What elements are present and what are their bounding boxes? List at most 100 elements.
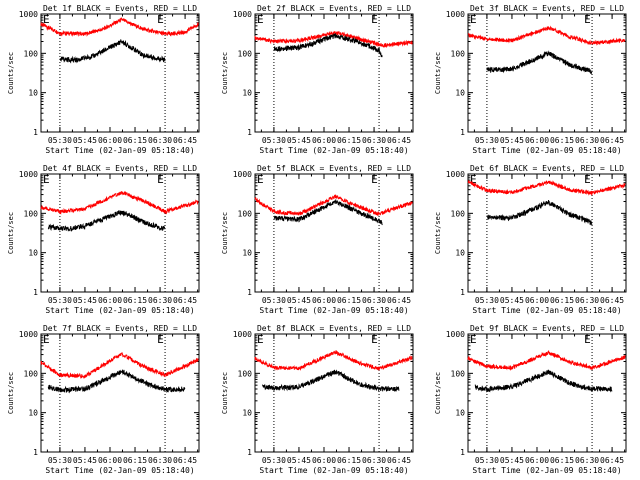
x-tick-label: 06:45 bbox=[173, 136, 197, 145]
plot-frame bbox=[467, 173, 627, 293]
marker-label: E bbox=[157, 333, 164, 346]
marker-label: E bbox=[371, 333, 378, 346]
marker-label: E bbox=[257, 13, 264, 26]
detector-panel: Det 3f BLACK = Events, RED = LLD 1 10 100 10… bbox=[434, 4, 627, 155]
x-tick-label: 06:45 bbox=[387, 296, 411, 305]
x-tick-label: 05:30 bbox=[475, 136, 499, 145]
detector-panel: Det 1f BLACK = Events, RED = LLD 1 10 100 10… bbox=[7, 4, 200, 155]
y-tick-label: 1 bbox=[460, 288, 465, 297]
x-tick-label: 05:45 bbox=[500, 456, 524, 465]
y-tick-label: 10 bbox=[28, 89, 38, 98]
event-rate-line bbox=[474, 369, 613, 393]
x-tick-label: 06:15 bbox=[337, 456, 361, 465]
x-axis-label: Start Time (02-Jan-09 05:18:40) bbox=[472, 146, 621, 155]
x-tick-label: 05:30 bbox=[48, 456, 72, 465]
x-axis-label: Start Time (02-Jan-09 05:18:40) bbox=[259, 306, 408, 315]
y-tick-label: 1 bbox=[33, 448, 38, 457]
x-tick-label: 06:00 bbox=[312, 456, 336, 465]
x-tick-label: 05:30 bbox=[262, 296, 286, 305]
x-tick-label: 06:00 bbox=[312, 296, 336, 305]
y-tick-label: 100 bbox=[24, 369, 39, 378]
panel-title: Det 5f BLACK = Events, RED = LLD bbox=[257, 164, 411, 173]
x-axis-label: Start Time (02-Jan-09 05:18:40) bbox=[472, 466, 621, 475]
detector-panel: Det 9f BLACK = Events, RED = LLD 1 10 100 10… bbox=[434, 324, 627, 475]
marker-label: E bbox=[584, 333, 591, 346]
x-tick-label: 06:45 bbox=[173, 296, 197, 305]
y-axis-label: Counts/sec bbox=[7, 372, 15, 414]
y-tick-label: 10 bbox=[28, 249, 38, 258]
plot-frame bbox=[467, 13, 627, 133]
detector-panel: Det 2f BLACK = Events, RED = LLD 1 10 100 10… bbox=[221, 4, 414, 155]
lld-rate-line bbox=[254, 194, 413, 217]
detector-panel: Det 6f BLACK = Events, RED = LLD 1 10 100 10… bbox=[434, 164, 627, 315]
x-tick-label: 06:00 bbox=[98, 456, 122, 465]
y-tick-label: 10 bbox=[242, 89, 252, 98]
plot-frame bbox=[254, 173, 414, 293]
x-tick-label: 05:45 bbox=[73, 296, 97, 305]
marker-label: E bbox=[470, 13, 477, 26]
detector-panel: Det 5f BLACK = Events, RED = LLD 1 10 100 10… bbox=[221, 164, 414, 315]
x-tick-label: 06:00 bbox=[98, 296, 122, 305]
x-tick-label: 05:45 bbox=[73, 136, 97, 145]
x-tick-label: 06:00 bbox=[525, 296, 549, 305]
plot-frame bbox=[254, 333, 414, 453]
x-tick-label: 06:30 bbox=[362, 296, 386, 305]
x-tick-label: 06:45 bbox=[600, 456, 624, 465]
y-tick-label: 1 bbox=[247, 128, 252, 137]
y-tick-label: 1000 bbox=[446, 170, 465, 179]
marker-label: E bbox=[584, 13, 591, 26]
x-tick-label: 06:00 bbox=[98, 136, 122, 145]
x-tick-label: 05:45 bbox=[500, 296, 524, 305]
plot-frame bbox=[40, 13, 200, 133]
y-tick-label: 100 bbox=[238, 49, 253, 58]
marker-label: E bbox=[371, 13, 378, 26]
marker-label: E bbox=[43, 13, 50, 26]
y-tick-label: 100 bbox=[24, 49, 39, 58]
marker-label: E bbox=[157, 13, 164, 26]
y-axis-label: Counts/sec bbox=[221, 212, 229, 254]
y-tick-label: 1 bbox=[460, 128, 465, 137]
x-tick-label: 06:45 bbox=[387, 136, 411, 145]
x-tick-label: 05:45 bbox=[73, 456, 97, 465]
x-tick-label: 06:00 bbox=[525, 456, 549, 465]
x-tick-label: 05:30 bbox=[262, 456, 286, 465]
y-tick-label: 1 bbox=[247, 288, 252, 297]
y-tick-label: 1000 bbox=[233, 10, 252, 19]
x-tick-label: 05:45 bbox=[500, 136, 524, 145]
y-tick-label: 100 bbox=[451, 209, 466, 218]
lld-rate-line bbox=[467, 25, 626, 46]
x-tick-label: 05:30 bbox=[475, 456, 499, 465]
x-tick-label: 06:15 bbox=[550, 136, 574, 145]
event-rate-line bbox=[486, 200, 593, 226]
y-tick-label: 1 bbox=[33, 288, 38, 297]
x-tick-label: 05:45 bbox=[287, 296, 311, 305]
x-tick-label: 06:30 bbox=[148, 296, 172, 305]
x-tick-label: 06:15 bbox=[550, 456, 574, 465]
x-tick-label: 06:30 bbox=[575, 296, 599, 305]
panel-title: Det 3f BLACK = Events, RED = LLD bbox=[470, 4, 624, 13]
marker-label: E bbox=[257, 333, 264, 346]
y-tick-label: 10 bbox=[455, 249, 465, 258]
y-tick-label: 10 bbox=[455, 89, 465, 98]
y-tick-label: 1000 bbox=[233, 170, 252, 179]
x-tick-label: 06:30 bbox=[362, 136, 386, 145]
x-tick-label: 06:15 bbox=[550, 296, 574, 305]
panel-title: Det 2f BLACK = Events, RED = LLD bbox=[257, 4, 411, 13]
marker-label: E bbox=[157, 173, 164, 186]
y-axis-label: Counts/sec bbox=[7, 212, 15, 254]
lld-rate-line bbox=[254, 349, 413, 372]
x-tick-label: 06:15 bbox=[123, 456, 147, 465]
y-tick-label: 100 bbox=[24, 209, 39, 218]
event-rate-line bbox=[486, 50, 593, 75]
event-rate-line bbox=[47, 210, 166, 232]
y-axis-label: Counts/sec bbox=[434, 212, 442, 254]
x-axis-label: Start Time (02-Jan-09 05:18:40) bbox=[45, 306, 194, 315]
y-tick-label: 100 bbox=[451, 369, 466, 378]
panel-title: Det 8f BLACK = Events, RED = LLD bbox=[257, 324, 411, 333]
lld-rate-line bbox=[40, 17, 199, 37]
x-tick-label: 06:45 bbox=[173, 456, 197, 465]
x-tick-label: 06:45 bbox=[387, 456, 411, 465]
y-tick-label: 10 bbox=[455, 409, 465, 418]
y-axis-label: Counts/sec bbox=[434, 372, 442, 414]
x-tick-label: 06:30 bbox=[575, 136, 599, 145]
